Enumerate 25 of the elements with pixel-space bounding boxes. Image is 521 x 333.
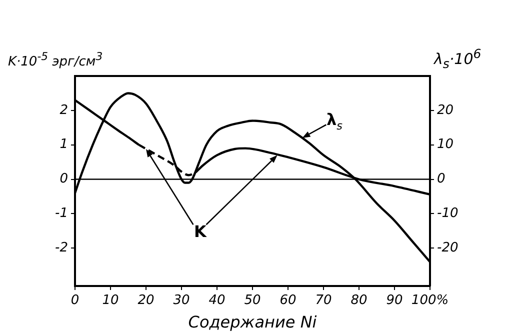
x-tick-label: 80 [350, 293, 368, 308]
x-axis-title: Содержание Ni [188, 312, 318, 332]
x-tick-label: 50 [244, 293, 261, 308]
annotation: K [194, 222, 208, 241]
y2-tick-label: -20 [437, 240, 458, 256]
y-tick-label: -1 [55, 206, 68, 222]
x-tick-label: 10 [102, 293, 119, 308]
x-tick-label: 60 [280, 293, 296, 308]
y2-tick-label: 0 [437, 172, 446, 187]
x-tick-label: 20 [138, 293, 154, 308]
x-tick-label: 100% [411, 293, 449, 308]
x-tick-label: 0 [70, 293, 80, 308]
y-tick-label: 1 [60, 137, 68, 152]
y-tick-label: -2 [55, 240, 68, 256]
y2-tick-label: 10 [437, 137, 454, 152]
x-tick-label: 70 [315, 293, 332, 308]
y2-tick-label: 20 [437, 102, 454, 118]
x-tick-label: 90 [386, 293, 403, 308]
y2-axis-title: λ$_{s}$·10$^{6}$ [434, 46, 482, 71]
x-tick-label: 30 [173, 293, 190, 308]
y-axis-title: K·10$^{-5}$ эрг/см$^{3}$ [8, 50, 103, 70]
x-tick-label: 40 [208, 293, 226, 308]
y-tick-label: 0 [60, 172, 68, 187]
y2-tick-label: -10 [437, 206, 458, 222]
y-tick-label: 2 [60, 102, 68, 118]
